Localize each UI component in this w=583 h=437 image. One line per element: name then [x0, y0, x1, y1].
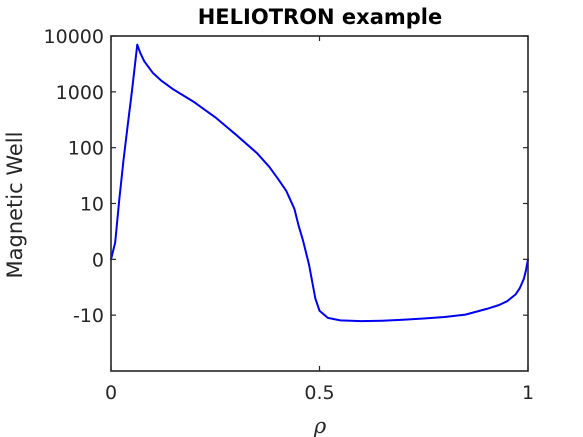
x-axis-label: ρ — [313, 414, 327, 437]
axes: -10 0 10 100 1000 10000 0 0.5 1 — [44, 26, 535, 404]
y-axis-label: Magnetic Well — [3, 132, 27, 279]
plot-area — [110, 43, 529, 323]
x-tick-label: 0.5 — [304, 382, 334, 404]
y-tick-label: 1000 — [56, 82, 104, 104]
x-tick-label: 1 — [522, 382, 534, 404]
x-tick-label: 0 — [105, 382, 117, 404]
y-tick-label: 10 — [80, 194, 104, 216]
y-tick-label: 0 — [92, 249, 104, 271]
y-tick-label: -10 — [73, 305, 104, 327]
y-tick-label: 100 — [68, 138, 104, 160]
chart-title: HELIOTRON example — [198, 5, 443, 29]
series-line-0 — [110, 43, 529, 323]
y-tick-label: 10000 — [44, 26, 104, 48]
